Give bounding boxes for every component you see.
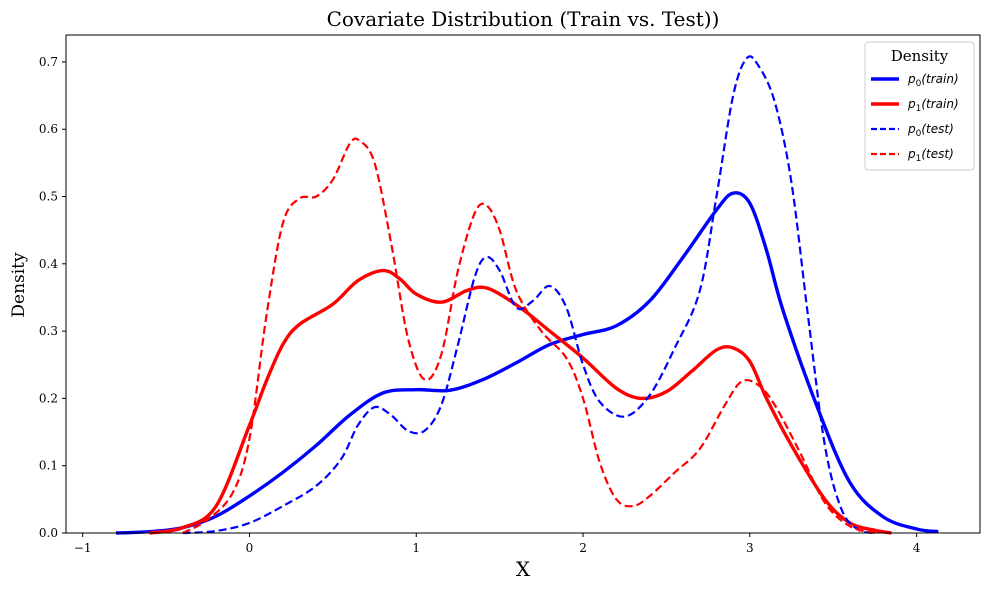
chart-title: Covariate Distribution (Train vs. Test)) xyxy=(327,7,720,31)
x-tick-label: 0 xyxy=(246,541,254,555)
legend-entry-label: p1(train) xyxy=(907,97,959,114)
y-tick-label: 0.1 xyxy=(39,459,58,473)
series-line-p1train xyxy=(149,268,892,535)
legend-entry-label: p1(test) xyxy=(907,147,954,164)
axes: −1 0 1 2 3 4 0.0 0.1 0.2 0.3 0.4 0.5 0.6 0.7 xyxy=(39,34,981,555)
plot-frame xyxy=(65,34,981,534)
x-tick-label: 2 xyxy=(579,541,587,555)
series-line-p0test xyxy=(182,55,876,535)
series-line-p1test xyxy=(182,137,876,535)
x-tick-label: 1 xyxy=(412,541,420,555)
x-tick-label: −1 xyxy=(74,541,92,555)
y-tick-label: 0.6 xyxy=(39,122,58,136)
x-tick-label: 3 xyxy=(746,541,754,555)
y-tick-label: 0.0 xyxy=(39,526,58,540)
y-tick-label: 0.4 xyxy=(39,257,58,271)
legend: Density p0(train) p1(train) p0(test) p1(test… xyxy=(864,41,975,171)
x-tick-label: 4 xyxy=(913,541,921,555)
y-axis-label: Density xyxy=(9,252,29,318)
y-tick-label: 0.2 xyxy=(39,391,58,405)
y-tick-label: 0.5 xyxy=(39,190,58,204)
y-tick-label: 0.7 xyxy=(39,55,58,69)
series-lines xyxy=(115,55,939,535)
x-axis-label: X xyxy=(516,557,531,581)
legend-title: Density xyxy=(891,47,949,65)
legend-box xyxy=(864,41,975,171)
legend-entry-label: p0(test) xyxy=(907,122,954,139)
legend-entry-label: p0(train) xyxy=(907,72,959,89)
y-tick-label: 0.3 xyxy=(39,324,58,338)
